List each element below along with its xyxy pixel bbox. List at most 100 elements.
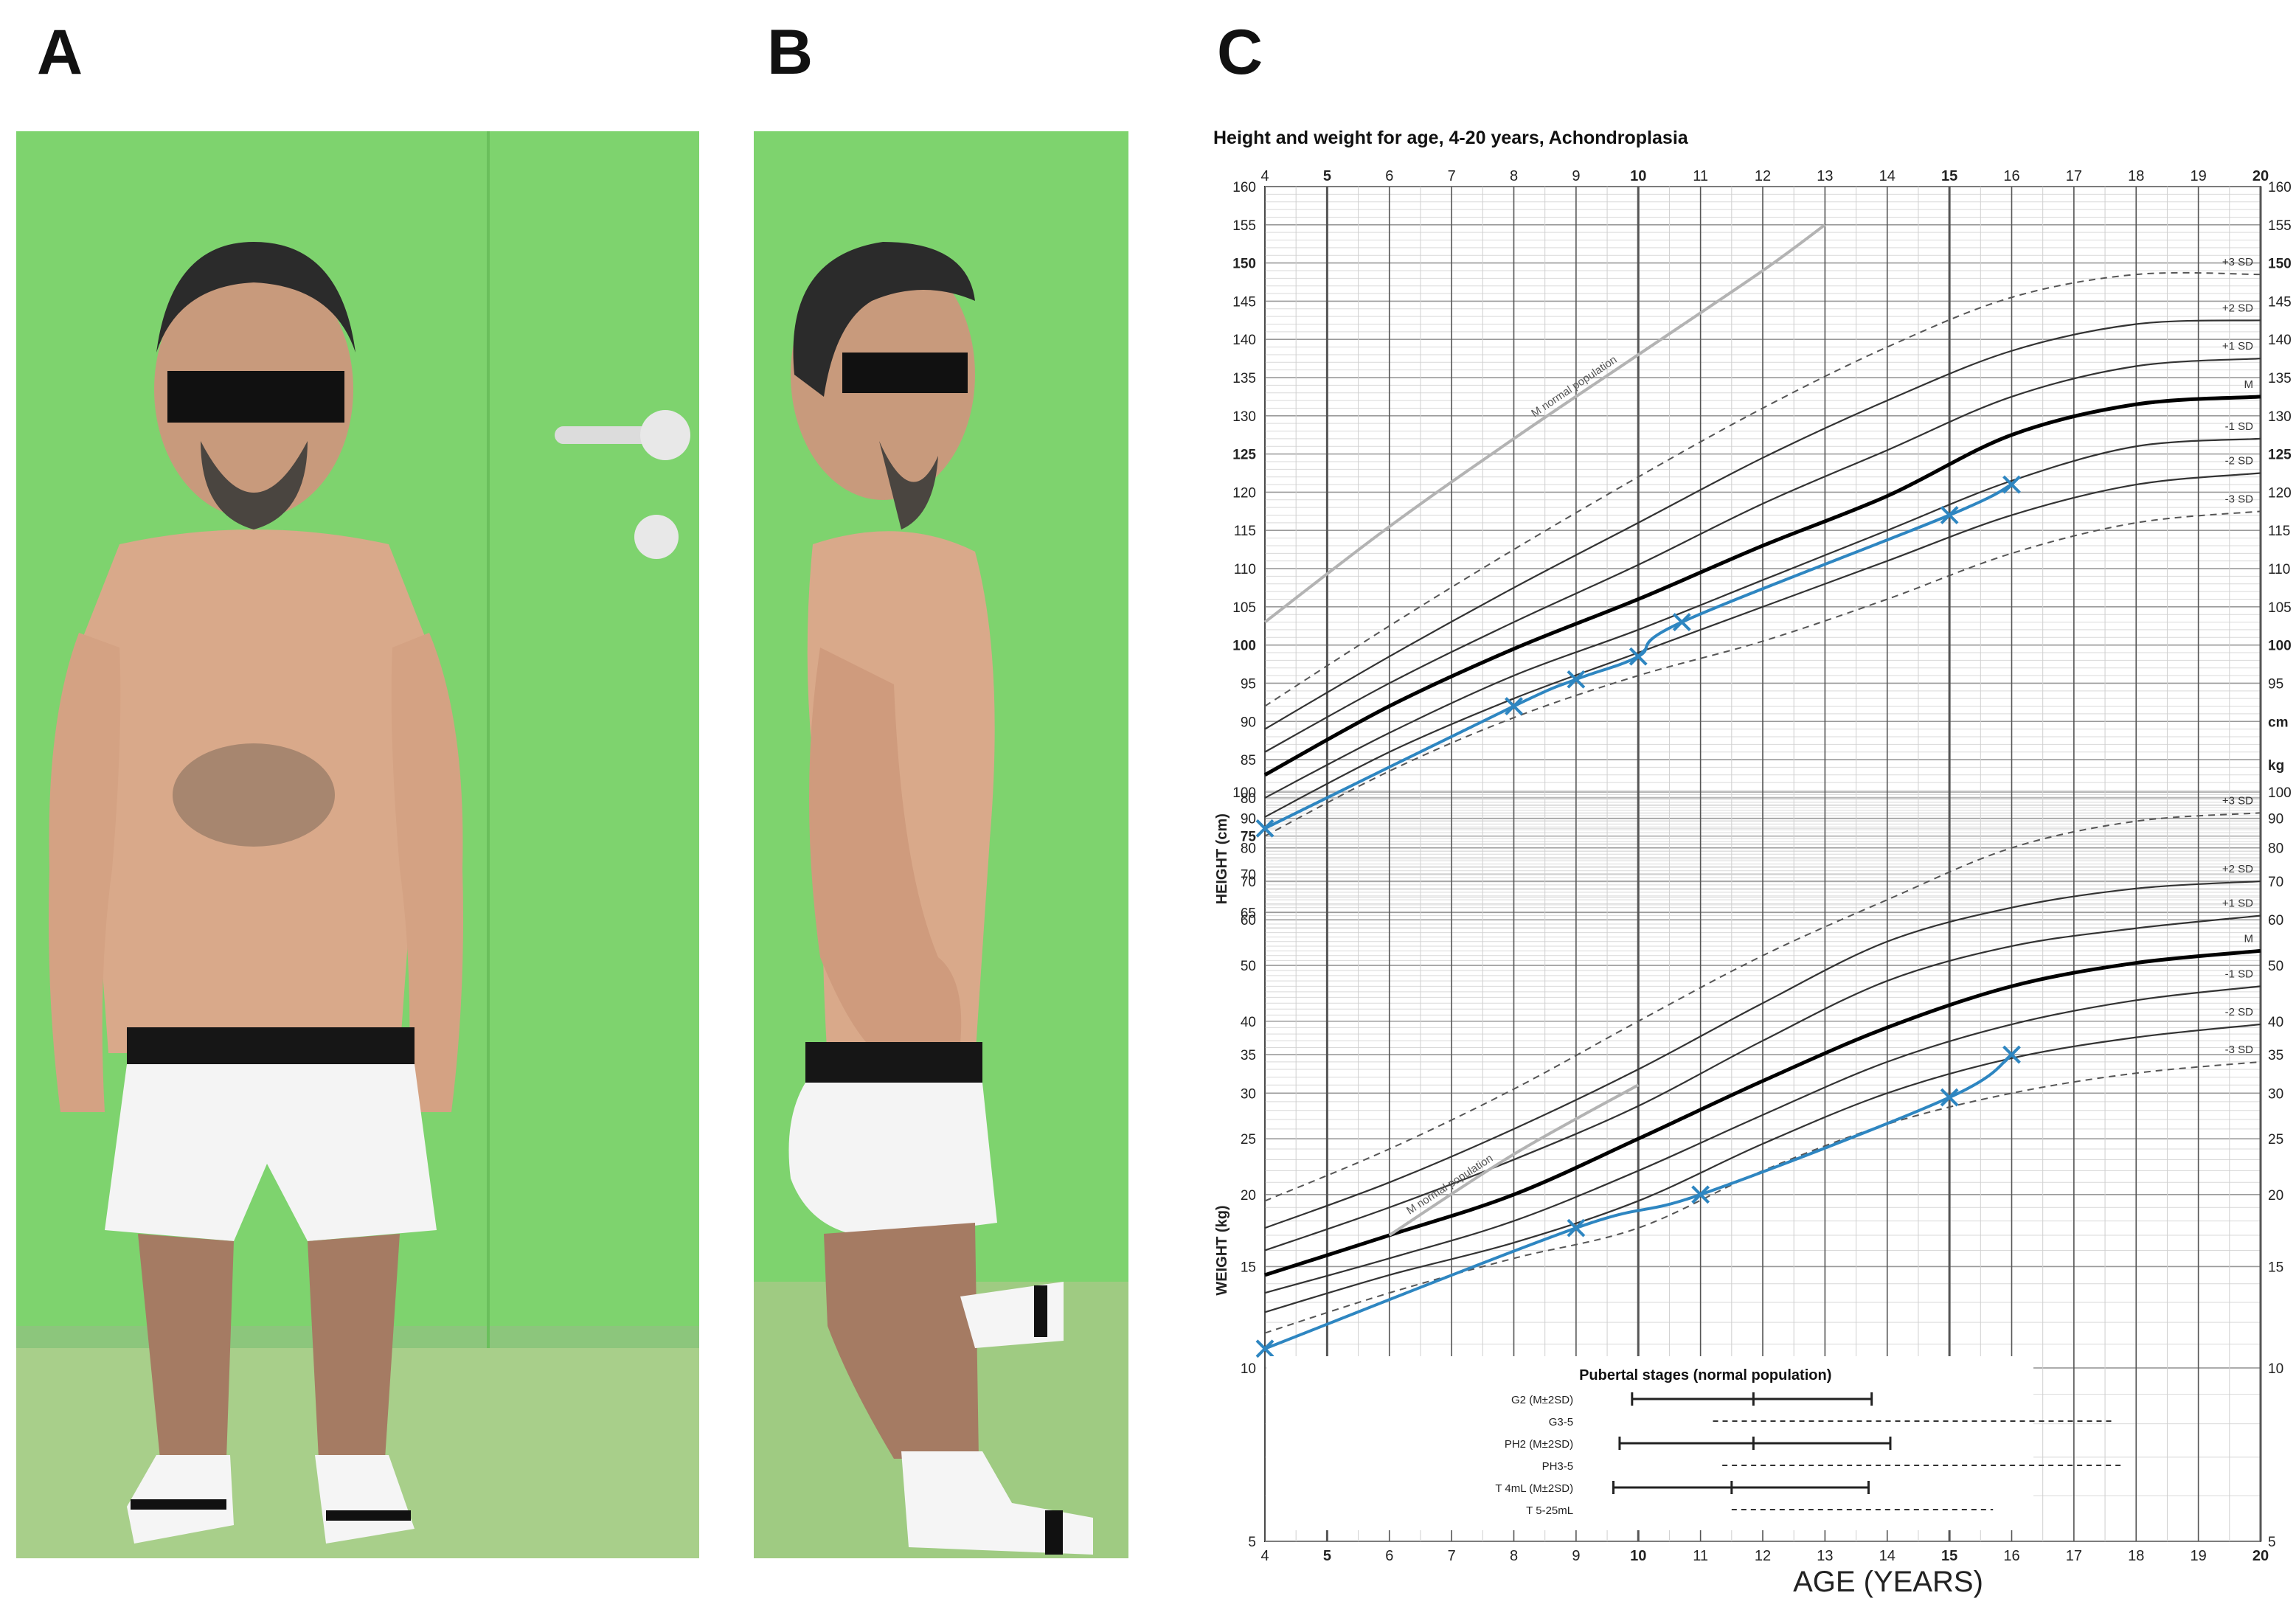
side-view-photo bbox=[754, 131, 1128, 1558]
height-tick-right: 140 bbox=[2268, 333, 2292, 348]
weight-tick-right: 40 bbox=[2268, 1015, 2283, 1030]
height-tick-left: 65 bbox=[1241, 906, 1256, 921]
height-tick-right: 105 bbox=[2268, 600, 2292, 616]
weight-axis-label: WEIGHT (kg) bbox=[1214, 1205, 1230, 1295]
weight-tick-left: 25 bbox=[1241, 1132, 1256, 1148]
height-tick-right: 125 bbox=[2268, 448, 2292, 463]
pubertal-row-label: G2 (M±2SD) bbox=[1511, 1394, 1573, 1406]
x-tick-top: 7 bbox=[1448, 168, 1456, 184]
weight-tick-right: 80 bbox=[2268, 841, 2283, 857]
weight-curve bbox=[1388, 1083, 1640, 1237]
height-tick-right: 145 bbox=[2268, 294, 2292, 310]
weight-sd-label: M bbox=[2244, 932, 2254, 945]
weight-tick-left: 15 bbox=[1241, 1260, 1256, 1275]
x-tick-top: 13 bbox=[1817, 168, 1833, 184]
x-tick-top: 19 bbox=[2191, 168, 2207, 184]
height-sd-label: -1 SD bbox=[2225, 420, 2254, 433]
x-tick-bottom: 14 bbox=[1879, 1548, 1896, 1564]
x-tick-top: 9 bbox=[1572, 168, 1580, 184]
height-unit-label: cm bbox=[2268, 715, 2288, 730]
x-tick-bottom: 19 bbox=[2191, 1548, 2207, 1564]
height-patient-point bbox=[2002, 475, 2021, 494]
x-tick-bottom: 20 bbox=[2252, 1548, 2269, 1564]
x-tick-bottom: 7 bbox=[1448, 1548, 1456, 1564]
x-tick-bottom: 9 bbox=[1572, 1548, 1580, 1564]
height-tick-right: 110 bbox=[2268, 562, 2290, 577]
weight-tick-left: 30 bbox=[1241, 1086, 1256, 1102]
pubertal-title: Pubertal stages (normal population) bbox=[1579, 1367, 1831, 1383]
x-tick-bottom: 12 bbox=[1755, 1548, 1771, 1564]
panel-label-a: A bbox=[37, 17, 83, 88]
height-tick-left: 85 bbox=[1241, 753, 1256, 768]
weight-tick-right: 100 bbox=[2268, 785, 2292, 801]
weight-tick-left: 70 bbox=[1241, 875, 1256, 890]
height-curve bbox=[1264, 319, 2261, 730]
weight-sd-label: -3 SD bbox=[2225, 1044, 2254, 1056]
x-axis-label: AGE (YEARS) bbox=[1793, 1566, 1983, 1598]
height-sd-label: -2 SD bbox=[2225, 455, 2254, 468]
x-tick-top: 16 bbox=[2003, 168, 2019, 184]
height-tick-right: 155 bbox=[2268, 218, 2292, 234]
weight-sd-label: -1 SD bbox=[2225, 968, 2254, 980]
height-curve bbox=[1263, 223, 1826, 624]
height-sd-label: +3 SD bbox=[2222, 256, 2253, 268]
x-tick-bottom: 18 bbox=[2128, 1548, 2144, 1564]
height-patient-point bbox=[1255, 819, 1274, 838]
weight-tick-left: 90 bbox=[1241, 812, 1256, 827]
height-sd-label: M bbox=[2244, 378, 2254, 391]
height-tick-left: 140 bbox=[1232, 333, 1256, 348]
x-tick-top: 20 bbox=[2252, 168, 2269, 184]
x-tick-bottom: 4 bbox=[1260, 1548, 1269, 1564]
pubertal-row-label: PH2 (M±2SD) bbox=[1505, 1438, 1573, 1451]
height-tick-left: 155 bbox=[1232, 218, 1256, 234]
weight-tick-right: 90 bbox=[2268, 812, 2283, 827]
weight-curve bbox=[1264, 948, 2261, 1277]
x-tick-bottom: 16 bbox=[2003, 1548, 2019, 1564]
height-patient-point bbox=[1629, 647, 1648, 666]
x-tick-bottom: 5 bbox=[1323, 1548, 1331, 1564]
height-patient-point bbox=[1940, 506, 1959, 524]
pubertal-row-label: T 4mL (M±2SD) bbox=[1495, 1482, 1573, 1495]
height-tick-left: 145 bbox=[1232, 294, 1256, 310]
weight-unit-label: kg bbox=[2268, 758, 2284, 774]
weight-curve bbox=[1264, 985, 2261, 1294]
weight-sd-label: +1 SD bbox=[2222, 898, 2253, 910]
x-tick-top: 6 bbox=[1385, 168, 1393, 184]
height-tick-left: 70 bbox=[1241, 867, 1256, 883]
height-tick-left: 95 bbox=[1241, 676, 1256, 692]
weight-tick-right: 70 bbox=[2268, 875, 2283, 890]
height-axis-label: HEIGHT (cm) bbox=[1214, 813, 1230, 904]
x-tick-bottom: 8 bbox=[1510, 1548, 1518, 1564]
weight-patient-point bbox=[1940, 1088, 1959, 1107]
front-view-photo bbox=[16, 131, 699, 1558]
weight-tick-right: 15 bbox=[2268, 1260, 2283, 1275]
weight-tick-left: 20 bbox=[1241, 1188, 1256, 1204]
x-tick-bottom: 13 bbox=[1817, 1548, 1833, 1564]
height-tick-right: 130 bbox=[2268, 409, 2292, 425]
height-tick-left: 115 bbox=[1234, 524, 1256, 539]
weight-tick-right: 35 bbox=[2268, 1048, 2283, 1063]
weight-tick-right: 60 bbox=[2268, 913, 2283, 928]
height-curve bbox=[1264, 271, 2261, 707]
height-tick-left: 120 bbox=[1232, 485, 1256, 501]
height-tick-right: 120 bbox=[2268, 485, 2292, 501]
height-patient-point bbox=[1567, 670, 1586, 689]
growth-chart: Height and weight for age, 4-20 years, A… bbox=[1213, 128, 2292, 1598]
weight-curve bbox=[1264, 812, 2261, 1202]
panel-label-c: C bbox=[1217, 17, 1263, 88]
x-tick-bottom: 6 bbox=[1385, 1548, 1393, 1564]
x-tick-top: 4 bbox=[1260, 168, 1269, 184]
x-tick-top: 12 bbox=[1755, 168, 1771, 184]
height-curve bbox=[1264, 472, 2261, 818]
weight-tick-left: 60 bbox=[1241, 913, 1256, 928]
weight-sd-label: +3 SD bbox=[2222, 794, 2253, 807]
weight-tick-right: 50 bbox=[2268, 959, 2283, 974]
x-tick-bottom: 17 bbox=[2066, 1548, 2082, 1564]
panel-label-b: B bbox=[767, 17, 814, 88]
weight-tick-left: 35 bbox=[1241, 1048, 1256, 1063]
weight-tick-left: 10 bbox=[1241, 1361, 1256, 1377]
height-tick-left: 100 bbox=[1232, 639, 1256, 654]
x-tick-top: 11 bbox=[1693, 168, 1708, 184]
weight-patient-point bbox=[1255, 1339, 1274, 1358]
height-tick-right: 100 bbox=[2268, 639, 2292, 654]
